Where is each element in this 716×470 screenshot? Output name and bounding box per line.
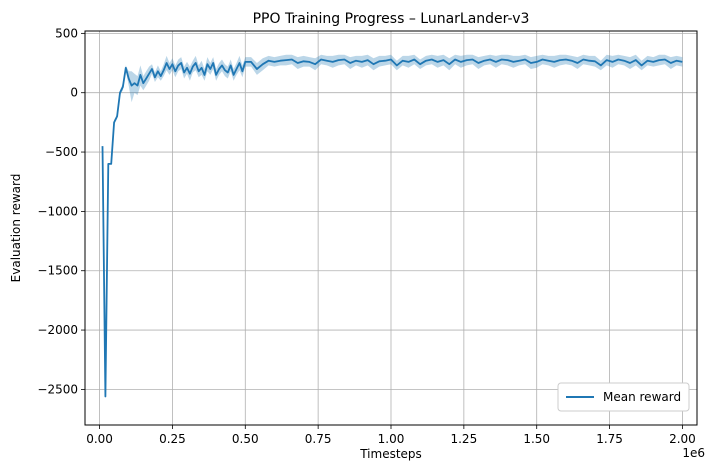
y-axis: 500 0 −500 −1000 −1500 −2000 −2500 — [37, 26, 85, 396]
x-axis: 0.00 0.25 0.50 0.75 1.00 1.25 1.50 1.75 2.00 — [86, 425, 696, 446]
x-tick-label: 0.75 — [305, 432, 332, 446]
x-tick-label: 1.00 — [378, 432, 405, 446]
legend-label-mean-reward: Mean reward — [603, 390, 681, 404]
x-tick-label: 2.00 — [669, 432, 696, 446]
x-tick-label: 1.50 — [523, 432, 550, 446]
x-tick-label: 0.00 — [86, 432, 113, 446]
x-axis-offset-label: 1e6 — [682, 446, 705, 460]
plot-area — [101, 54, 683, 398]
x-tick-label: 1.75 — [596, 432, 623, 446]
series-line-mean-reward — [101, 58, 683, 398]
y-tick-label: 0 — [70, 86, 78, 100]
x-tick-label: 0.50 — [232, 432, 259, 446]
x-tick-label: 1.25 — [450, 432, 477, 446]
legend: Mean reward — [557, 382, 690, 412]
y-tick-label: −1000 — [37, 204, 78, 218]
x-tick-label: 0.25 — [159, 432, 186, 446]
y-tick-label: 500 — [55, 26, 78, 40]
grid — [85, 31, 697, 425]
y-tick-label: −1500 — [37, 264, 78, 278]
chart-title: PPO Training Progress – LunarLander-v3 — [253, 11, 530, 27]
x-axis-label: Timesteps — [359, 447, 422, 461]
y-axis-label: Evaluation reward — [9, 174, 23, 283]
y-tick-label: −2000 — [37, 323, 78, 337]
y-tick-label: −2500 — [37, 382, 78, 396]
y-tick-label: −500 — [45, 145, 78, 159]
legend-box — [557, 382, 690, 412]
